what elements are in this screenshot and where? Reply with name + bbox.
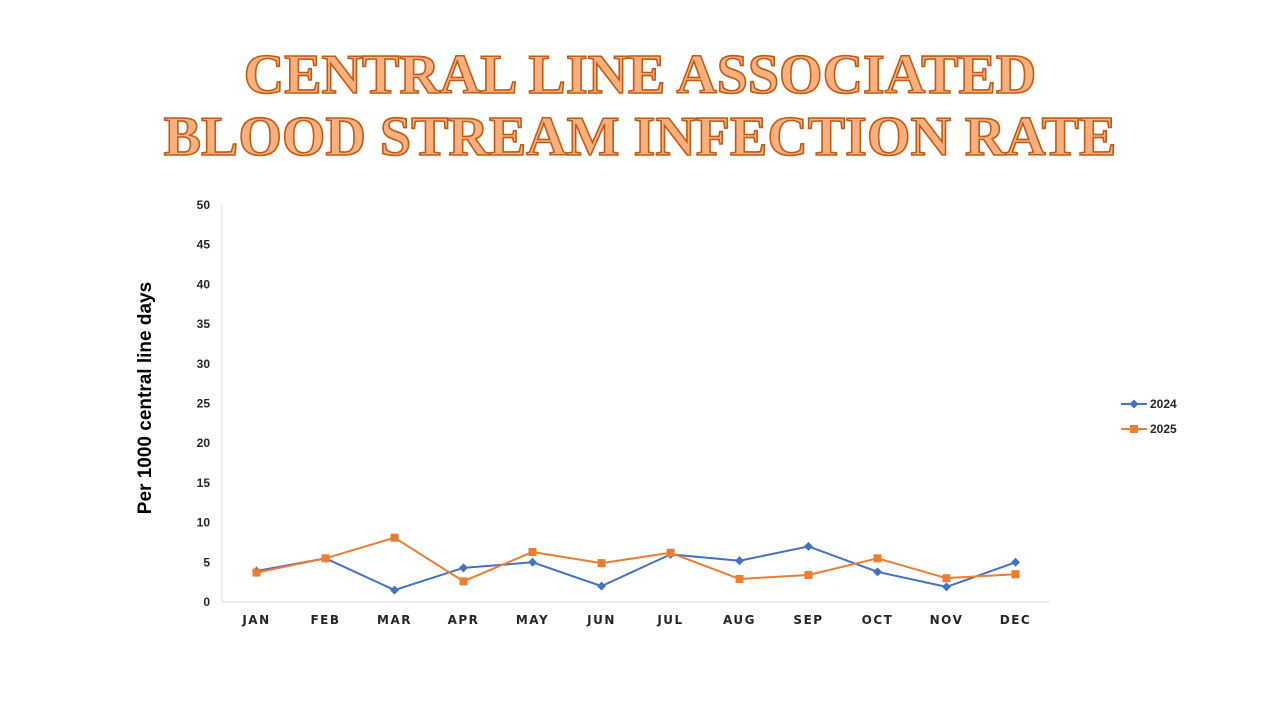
legend-item-2025: 2025 [1121,422,1177,436]
series-group [252,533,1020,595]
data-point-2024 [528,557,537,567]
data-point-2024 [735,556,744,566]
data-point-2025 [459,577,468,586]
data-point-2025 [321,554,330,563]
legend-diamond-marker [1129,399,1139,409]
x-tick-label: AUG [723,613,756,627]
data-point-2025 [528,547,537,556]
data-point-2024 [873,567,882,577]
y-tick-label: 15 [197,476,211,490]
data-point-2024 [1011,557,1020,567]
data-point-2025 [804,571,813,580]
legend: 2024 2025 [1121,397,1177,436]
legend-item-2024: 2024 [1121,397,1177,411]
series-2024 [252,541,1020,595]
x-tick-label: DEC [1000,613,1031,627]
data-point-2024 [804,541,813,551]
y-tick-label: 30 [197,357,211,371]
y-tick-label: 5 [203,555,210,569]
data-point-2025 [735,574,744,583]
x-tick-label: MAY [516,613,549,627]
legend-label: 2024 [1150,397,1177,411]
y-tick-label: 50 [197,198,211,212]
series-2025 [252,533,1020,586]
x-tick-label: JUL [656,613,683,627]
data-point-2025 [873,554,882,563]
data-point-2024 [597,581,606,591]
x-tick-label: NOV [930,613,964,627]
data-point-2025 [390,533,399,542]
x-tick-label: APR [448,613,480,627]
chart-title: CENTRAL LINE ASSOCIATED BLOOD STREAM INF… [0,43,1280,169]
x-tick-label: JAN [241,613,270,627]
data-point-2025 [597,559,606,568]
x-tick-label: SEP [793,613,823,627]
y-tick-label: 45 [197,238,211,252]
data-point-2024 [390,585,399,595]
data-point-2025 [942,574,951,583]
x-axis: JAN FEB MAR APR MAY JUN JUL AUG SEP OCT NOV DEC [222,601,1050,627]
x-tick-label: MAR [377,613,412,627]
series-line-2025 [256,536,1016,583]
data-point-2024 [942,582,951,592]
y-tick-label: 40 [197,277,211,291]
y-tick-label: 0 [203,595,210,609]
chart-title-line-1: CENTRAL LINE ASSOCIATED [243,43,1037,107]
x-tick-label: FEB [310,613,340,627]
chart-title-line-2: BLOOD STREAM INFECTION RATE [163,105,1117,169]
data-point-2024 [459,563,468,573]
legend-square-marker [1130,425,1138,433]
y-axis: 0 5 10 15 20 25 30 35 40 45 50 [197,198,223,609]
y-tick-label: 20 [197,436,211,450]
y-tick-label: 35 [197,317,211,331]
y-axis-label: Per 1000 central line days [135,282,156,514]
series-line-2024 [256,545,1016,592]
data-point-2025 [666,548,675,557]
legend-label: 2025 [1150,422,1177,436]
x-tick-label: JUN [586,613,616,627]
x-tick-label: OCT [862,613,894,627]
data-point-2025 [1011,570,1020,579]
data-point-2025 [252,568,261,577]
y-tick-label: 25 [197,397,211,411]
y-tick-label: 10 [197,516,211,530]
